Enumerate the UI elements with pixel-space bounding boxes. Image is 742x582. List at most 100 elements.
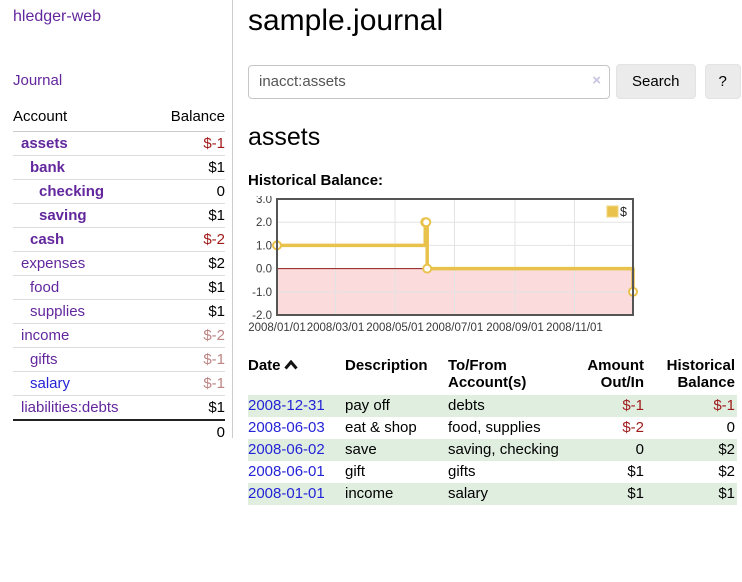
- transaction-balance: $2: [718, 441, 735, 458]
- transaction-date-link[interactable]: 2008-06-03: [248, 419, 325, 436]
- transaction-description: income: [345, 485, 394, 502]
- account-link-food[interactable]: food: [30, 279, 60, 296]
- accounts-header-account: Account: [13, 106, 154, 132]
- svg-text:2008/05/01: 2008/05/01: [366, 322, 424, 334]
- svg-text:2008/11/01: 2008/11/01: [546, 322, 603, 334]
- account-row-cash: cash $-2: [13, 227, 225, 252]
- page-title: sample.journal: [248, 4, 444, 37]
- transaction-balance: $2: [718, 463, 735, 480]
- account-row-income: income $-2: [13, 323, 225, 348]
- transaction-balance: 0: [726, 419, 735, 436]
- account-link-saving[interactable]: saving: [39, 207, 87, 224]
- accounts-total-row: 0: [13, 420, 225, 444]
- transaction-amount: $-2: [622, 419, 644, 436]
- svg-text:$: $: [620, 205, 627, 219]
- sidebar-divider: [232, 0, 233, 438]
- sidebar-item-journal[interactable]: Journal: [13, 72, 63, 89]
- svg-text:1.0: 1.0: [256, 240, 272, 252]
- register-header-date[interactable]: Date: [248, 355, 345, 395]
- account-row-checking: checking 0: [13, 179, 225, 204]
- transaction-amount: $1: [627, 485, 644, 502]
- svg-text:0.0: 0.0: [256, 264, 272, 276]
- register-row: 2008-01-01 income salary $1 $1: [248, 483, 737, 505]
- accounts-header-row: Account Balance: [13, 106, 225, 132]
- account-balance: $-1: [153, 347, 225, 372]
- svg-text:3.0: 3.0: [256, 196, 272, 206]
- chart-title: Historical Balance:: [248, 172, 384, 189]
- account-link-gifts[interactable]: gifts: [30, 351, 58, 368]
- transaction-date-link[interactable]: 2008-01-01: [248, 485, 325, 502]
- transaction-amount: $-1: [622, 397, 644, 414]
- transaction-amount: 0: [635, 441, 644, 458]
- register-header-balance: Historical Balance: [666, 357, 735, 391]
- account-balance: $1: [153, 203, 225, 228]
- app-brand-link[interactable]: hledger-web: [13, 8, 102, 25]
- transaction-accounts: gifts: [448, 463, 476, 480]
- register-header-row: Date Description To/From Account(s) Amou…: [248, 355, 737, 395]
- search-input-wrap: ×: [248, 64, 610, 99]
- historical-balance-chart: 3.0 2.0 1.0 0.0 -1.0 -2.0 2008/01/01 2008/03/01…: [248, 196, 742, 343]
- search-button[interactable]: Search: [616, 64, 696, 99]
- register-header-amount: Amount Out/In: [587, 357, 644, 391]
- account-link-supplies[interactable]: supplies: [30, 303, 86, 320]
- transaction-description: gift: [345, 463, 366, 480]
- clear-search-icon[interactable]: ×: [592, 71, 601, 89]
- svg-text:2008/09/01: 2008/09/01: [486, 322, 544, 334]
- register-table: Date Description To/From Account(s) Amou…: [248, 355, 737, 505]
- register-row: 2008-06-02 save saving, checking 0 $2: [248, 439, 737, 461]
- account-balance: $1: [153, 155, 225, 180]
- svg-text:2008/03/01: 2008/03/01: [307, 322, 365, 334]
- account-link-cash[interactable]: cash: [30, 231, 65, 248]
- account-row-food: food $1: [13, 275, 225, 300]
- accounts-header-balance: Balance: [153, 106, 225, 132]
- svg-text:2008/07/01: 2008/07/01: [426, 322, 484, 334]
- transaction-accounts: saving, checking: [448, 441, 559, 458]
- svg-text:2008/01/01: 2008/01/01: [248, 322, 306, 334]
- svg-text:-1.0: -1.0: [252, 287, 272, 299]
- search-input[interactable]: [248, 64, 610, 99]
- transaction-balance: $1: [718, 485, 735, 502]
- transaction-description: pay off: [345, 397, 390, 414]
- transaction-accounts: salary: [448, 485, 489, 502]
- account-link-checking[interactable]: checking: [39, 183, 105, 200]
- account-balance: $-1: [153, 131, 225, 156]
- accounts-table: Account Balance assets $-1 bank $1 check…: [13, 106, 225, 444]
- register-row: 2008-06-03 eat & shop food, supplies $-2…: [248, 417, 737, 439]
- account-row-salary: salary $-1: [13, 371, 225, 396]
- accounts-total-balance: 0: [216, 424, 225, 441]
- account-link-income[interactable]: income: [21, 327, 70, 344]
- transaction-amount: $1: [627, 463, 644, 480]
- hledger-web-app: hledger-web Journal Account Balance asse…: [0, 0, 742, 505]
- transaction-balance: $-1: [713, 397, 735, 414]
- svg-text:-2.0: -2.0: [252, 310, 272, 322]
- sort-ascending-icon: [283, 359, 298, 370]
- account-link-salary[interactable]: salary: [30, 375, 71, 392]
- account-row-bank: bank $1: [13, 155, 225, 180]
- transaction-date-link[interactable]: 2008-06-01: [248, 463, 325, 480]
- help-button[interactable]: ?: [704, 64, 741, 99]
- transaction-date-link[interactable]: 2008-06-02: [248, 441, 325, 458]
- transaction-description: eat & shop: [345, 419, 417, 436]
- account-link-bank[interactable]: bank: [30, 159, 66, 176]
- transaction-accounts: debts: [448, 397, 485, 414]
- account-link-assets[interactable]: assets: [21, 135, 68, 152]
- register-header-accounts: To/From Account(s): [448, 357, 527, 391]
- transaction-accounts: food, supplies: [448, 419, 541, 436]
- account-balance: $1: [153, 395, 225, 421]
- account-balance: $1: [153, 275, 225, 300]
- account-balance: $1: [153, 299, 225, 324]
- register-header-description: Description: [345, 357, 428, 374]
- account-balance: $-1: [153, 371, 225, 396]
- account-link-liabilities-debts[interactable]: liabilities:debts: [21, 399, 119, 416]
- account-row-expenses: expenses $2: [13, 251, 225, 276]
- transaction-date-link[interactable]: 2008-12-31: [248, 397, 325, 414]
- account-row-saving: saving $1: [13, 203, 225, 228]
- account-link-expenses[interactable]: expenses: [21, 255, 86, 272]
- sidebar: hledger-web Journal Account Balance asse…: [0, 0, 233, 505]
- account-balance: $2: [153, 251, 225, 276]
- account-row-gifts: gifts $-1: [13, 347, 225, 372]
- account-heading: assets: [248, 123, 321, 151]
- register-row: 2008-12-31 pay off debts $-1 $-1: [248, 395, 737, 417]
- account-row-assets: assets $-1: [13, 131, 225, 156]
